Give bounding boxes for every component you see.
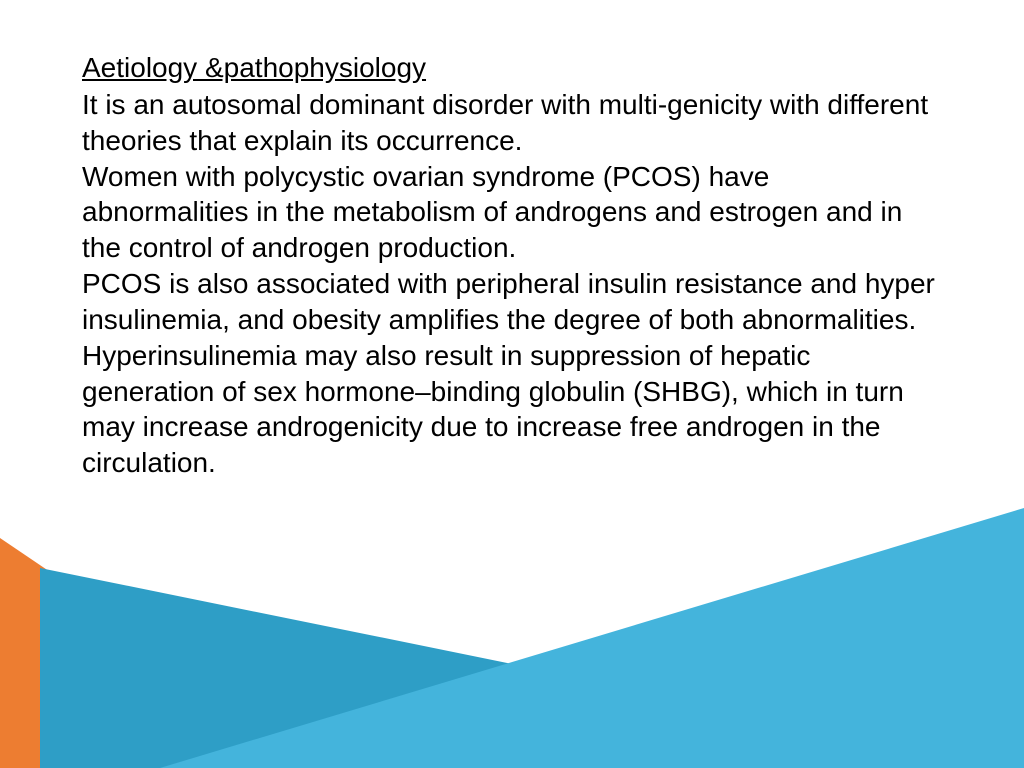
paragraph-2: Women with polycystic ovarian syndrome (… bbox=[82, 159, 942, 266]
decorative-triangles bbox=[0, 508, 1024, 768]
slide: Aetiology &pathophysiology It is an auto… bbox=[0, 0, 1024, 768]
triangle-orange bbox=[0, 538, 340, 768]
paragraph-1: It is an autosomal dominant disorder wit… bbox=[82, 87, 942, 159]
slide-body: It is an autosomal dominant disorder wit… bbox=[82, 87, 942, 481]
slide-content: Aetiology &pathophysiology It is an auto… bbox=[82, 50, 942, 481]
slide-heading: Aetiology &pathophysiology bbox=[82, 50, 942, 85]
triangle-teal-light bbox=[160, 508, 1024, 768]
triangle-teal-dark bbox=[40, 568, 1024, 768]
paragraph-3: PCOS is also associated with peripheral … bbox=[82, 266, 942, 481]
